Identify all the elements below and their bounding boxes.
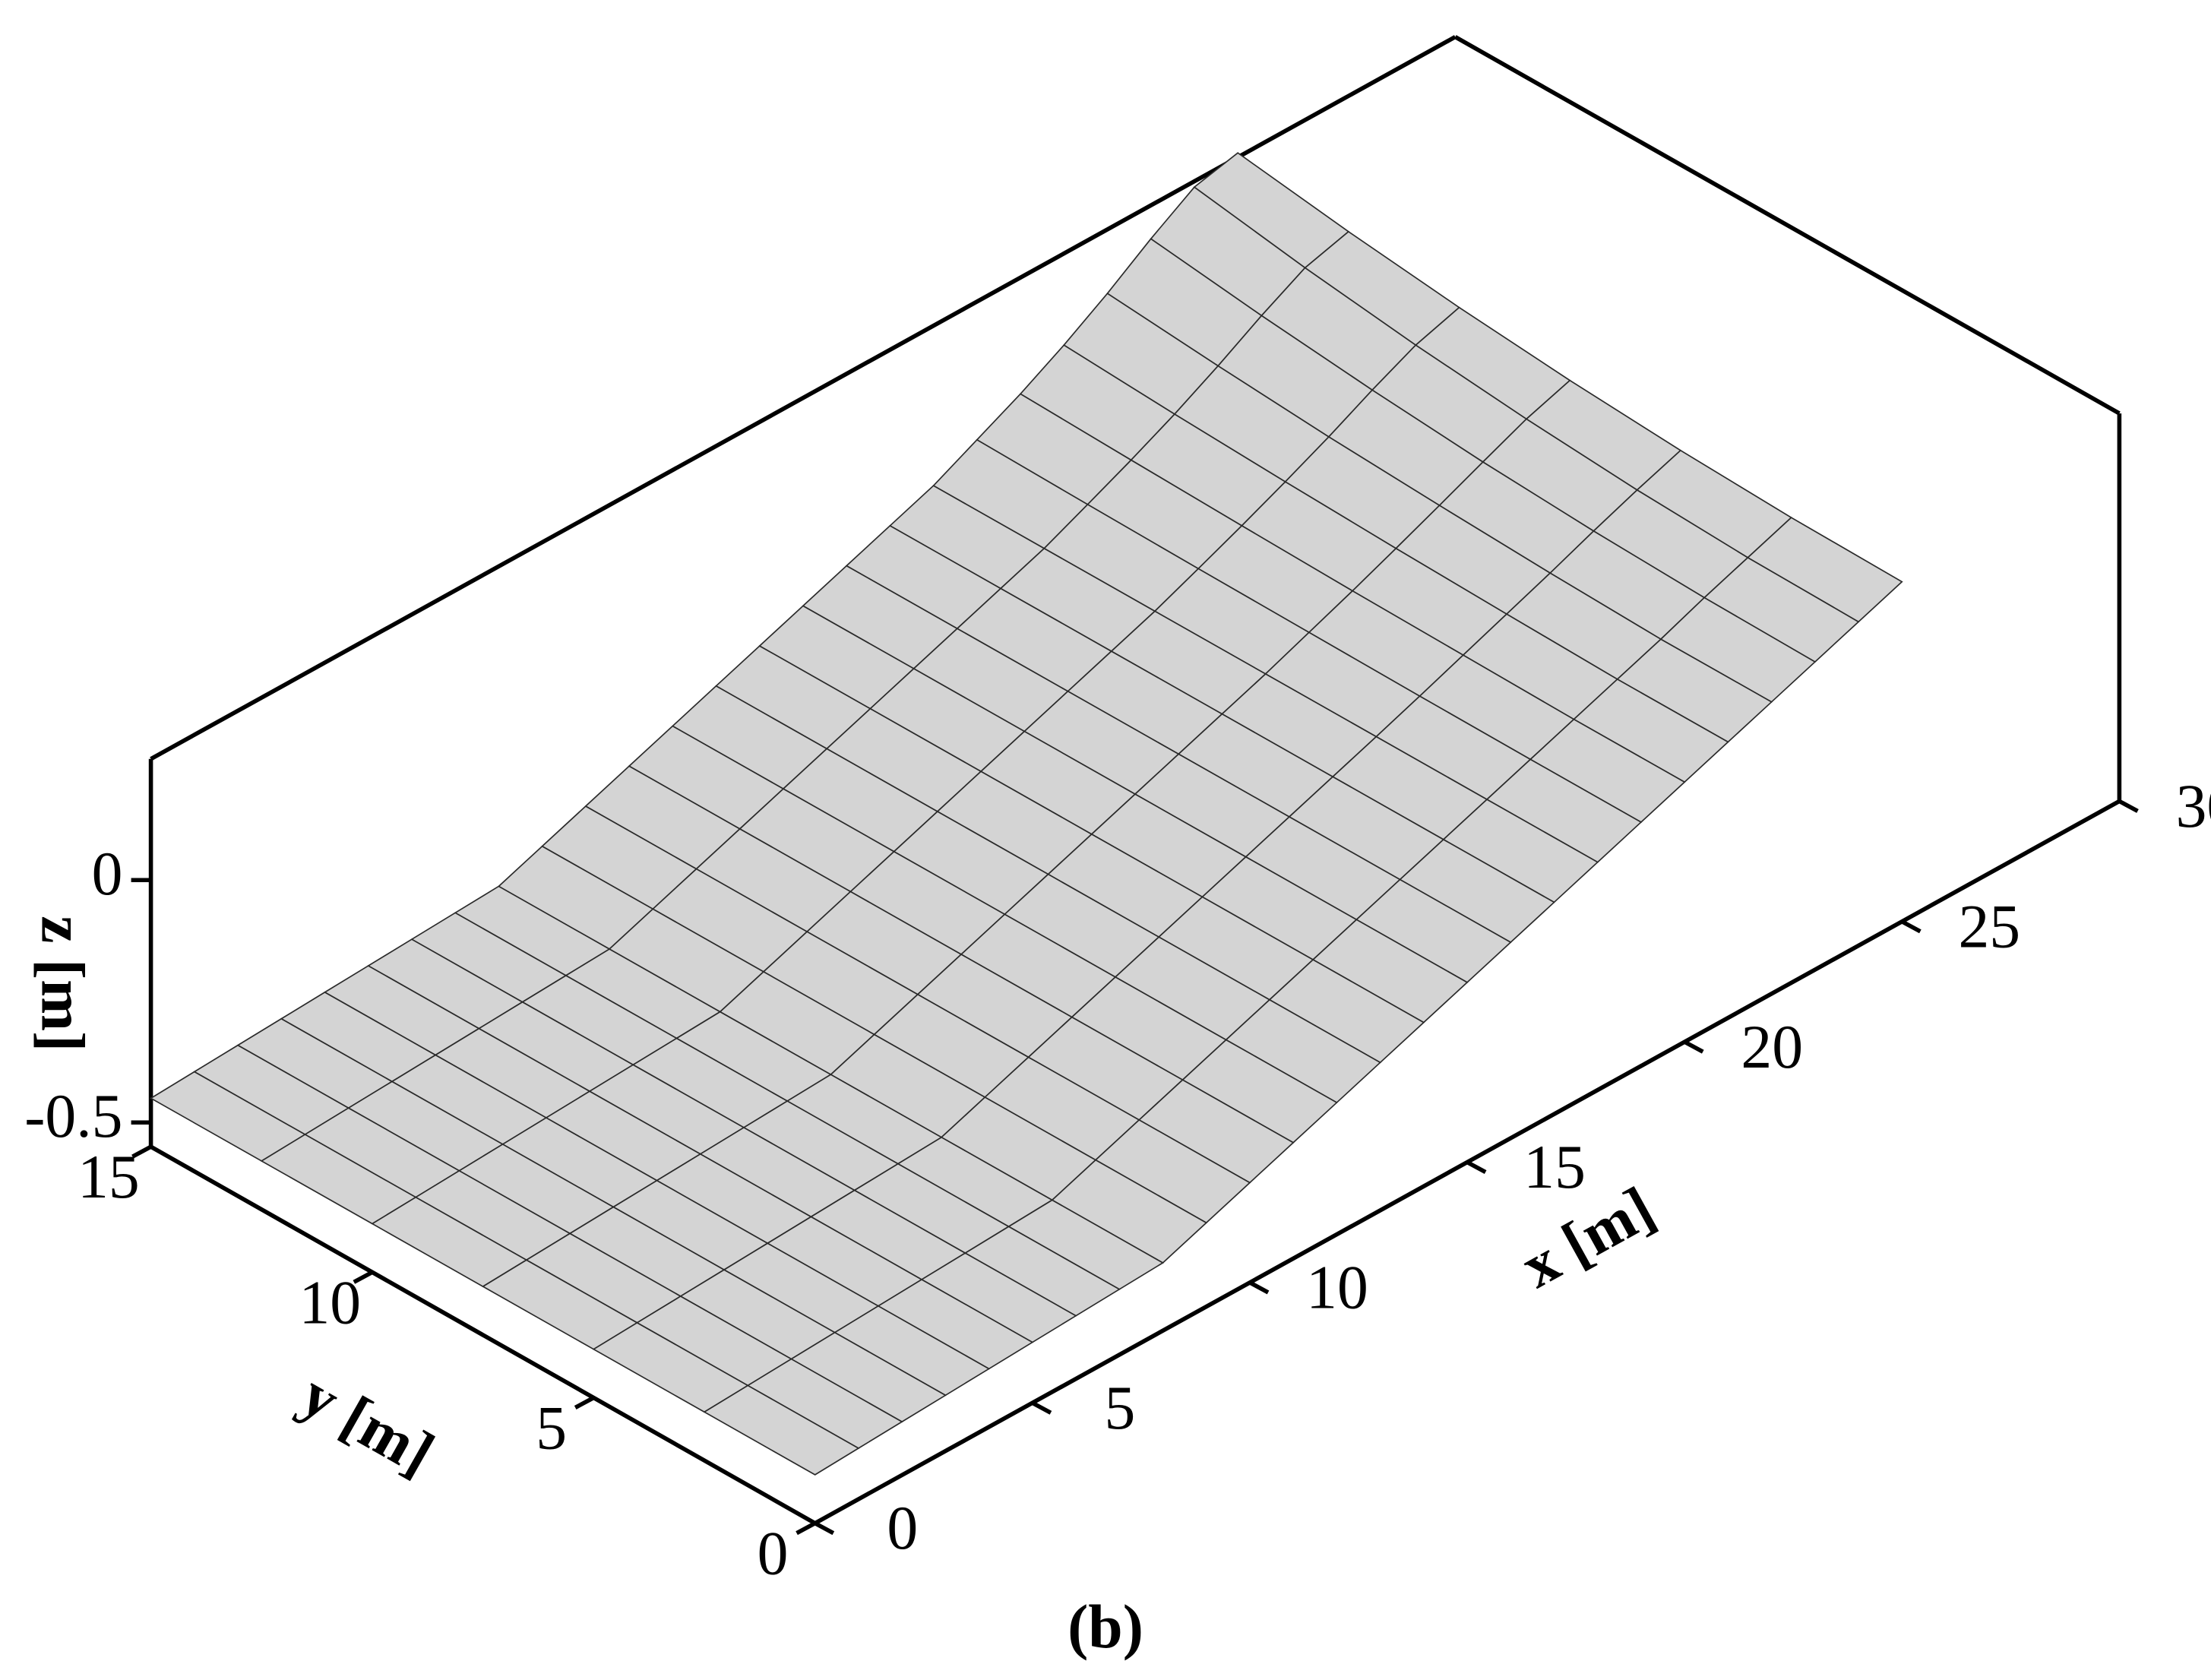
x-tick-label: 5 [1104,1373,1135,1442]
x-tick [1900,919,1922,934]
x-tick-label: 0 [887,1493,918,1562]
y-tick [353,1270,374,1284]
y-tick-label: 5 [536,1393,567,1462]
caption: (b) [1068,1592,1143,1661]
y-tick-label: 0 [758,1519,789,1588]
x-tick [1466,1160,1487,1175]
x-tick-label: 30 [2176,771,2211,840]
x-tick [2118,799,2139,813]
z-tick-label: 0 [92,839,123,908]
z-axis-label: z [m] [29,916,98,1052]
x-tick-label: 25 [1958,891,2020,960]
z-tick-label: -0.5 [24,1081,122,1150]
x-tick [1031,1400,1052,1415]
x-tick [1683,1039,1704,1054]
y-tick-label: 10 [299,1267,361,1337]
surface-cell [703,1384,860,1476]
y-axis [150,1144,817,1526]
x-tick-label: 20 [1741,1012,1803,1081]
x-tick-label: 15 [1523,1132,1586,1201]
box-edge [1453,35,2121,416]
y-tick-label: 15 [77,1142,140,1211]
x-tick [814,1521,835,1536]
y-axis-label: y [m] [290,1359,446,1489]
y-tick [796,1521,817,1536]
x-tick [1248,1280,1270,1295]
y-tick [574,1396,595,1409]
x-tick-label: 10 [1306,1253,1368,1322]
y-tick [131,1144,152,1159]
